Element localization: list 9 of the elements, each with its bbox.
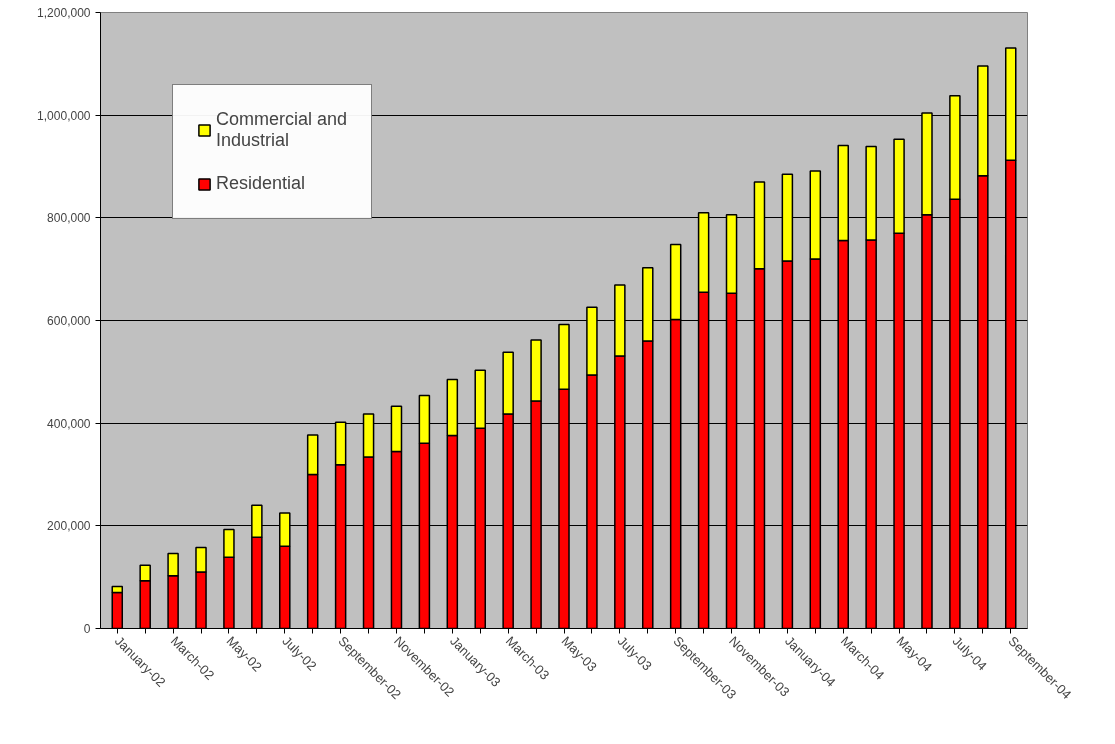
- y-tick-label: 1,200,000: [37, 6, 91, 20]
- y-tick-label: 600,000: [47, 314, 91, 328]
- y-tick-label: 0: [83, 622, 91, 636]
- y-tick-label: 1,000,000: [37, 108, 91, 123]
- legend-label: Commercial and Industrial: [216, 109, 348, 151]
- y-tick-label: 200,000: [47, 519, 91, 534]
- legend-label: Residential: [216, 173, 306, 194]
- y-tick-label: 400,000: [47, 416, 91, 431]
- y-tick-label: 800,000: [47, 211, 91, 226]
